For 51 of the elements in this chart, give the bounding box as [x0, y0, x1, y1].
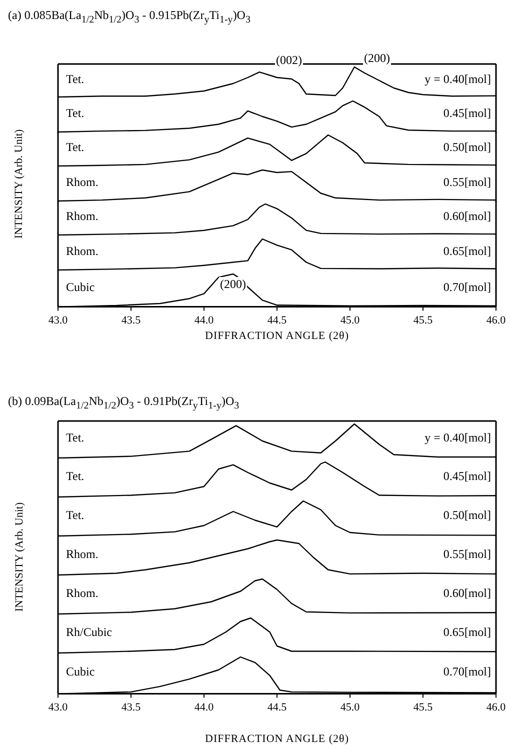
annotation: (002): [275, 53, 303, 68]
annotation: Tet.: [66, 430, 84, 444]
annotation: 0.60[mol]: [443, 210, 491, 224]
annotation: 0.65[mol]: [443, 624, 491, 639]
annotation: Rh/Cubic: [66, 624, 112, 639]
annotation: Rhom.: [66, 546, 98, 561]
annotation: 0.50[mol]: [443, 508, 491, 522]
annotation: 0.60[mol]: [443, 586, 491, 600]
chart-title: (b) 0.09Ba(La$_{1/2}$Nb$_{1/2}$)O$_{3}$ - 0.91Pb(Zr$_{y}$Ti$_{1-y}$)O$_{3}$: [8, 394, 240, 412]
annotation: 0.45[mol]: [443, 468, 491, 483]
x-tick-label: 43.0: [48, 701, 68, 714]
annotation: Rhom.: [66, 244, 98, 258]
y-axis-title: INTENSITY (Arb. Unit): [13, 500, 26, 614]
x-tick-label: 44.5: [267, 701, 288, 714]
annotation: y = 0.40[mol]: [424, 72, 491, 86]
text: (200): [363, 51, 391, 66]
annotation: 0.55[mol]: [443, 174, 491, 189]
annotation: 0.55[mol]: [443, 546, 491, 561]
annotation: 0.65[mol]: [443, 244, 491, 258]
annotation: Tet.: [66, 468, 84, 483]
annotation: 0.70[mol]: [443, 664, 491, 679]
annotation: (200): [219, 277, 247, 292]
annotation: Cubic: [66, 280, 95, 294]
annotation: Cubic: [66, 664, 95, 679]
x-tick-label: 43.5: [121, 314, 142, 326]
x-tick-label: 44.5: [267, 314, 288, 326]
annotation: y = 0.40[mol]: [424, 430, 491, 444]
x-tick-label: 45.0: [340, 314, 360, 326]
annotation: Tet.: [66, 508, 84, 522]
x-axis-title: DIFFRACTION ANGLE (2θ): [204, 330, 350, 342]
annotation: 0.70[mol]: [443, 280, 491, 294]
annotation: Tet.: [66, 72, 84, 86]
annotation: 0.45[mol]: [443, 106, 491, 120]
x-tick-label: 45.0: [340, 701, 360, 714]
x-tick-label: 45.5: [413, 701, 434, 714]
annotation: Rhom.: [66, 586, 98, 600]
x-axis-title: DIFFRACTION ANGLE (2θ): [204, 733, 350, 745]
annotation: Tet.: [66, 106, 84, 120]
x-tick-label: 44.0: [194, 701, 214, 714]
chart-title: (a) 0.085Ba(La$_{1/2}$Nb$_{1/2}$)O$_{3}$ - 0.915Pb(Zr$_{y}$Ti$_{1-y}$)O$_{3}$: [8, 8, 250, 26]
x-tick-label: 46.0: [486, 701, 506, 714]
x-tick-label: 43.0: [48, 314, 68, 326]
annotation: 0.50[mol]: [443, 140, 491, 154]
annotation: Rhom.: [66, 174, 98, 189]
annotation: Rhom.: [66, 210, 98, 224]
x-tick-label: 43.5: [121, 701, 142, 714]
y-axis-title: INTENSITY (Arb. Unit): [13, 128, 26, 241]
annotation: Tet.: [66, 140, 84, 154]
x-tick-label: 45.5: [413, 314, 434, 326]
x-tick-label: 46.0: [486, 314, 506, 326]
x-tick-label: 44.0: [194, 314, 214, 326]
